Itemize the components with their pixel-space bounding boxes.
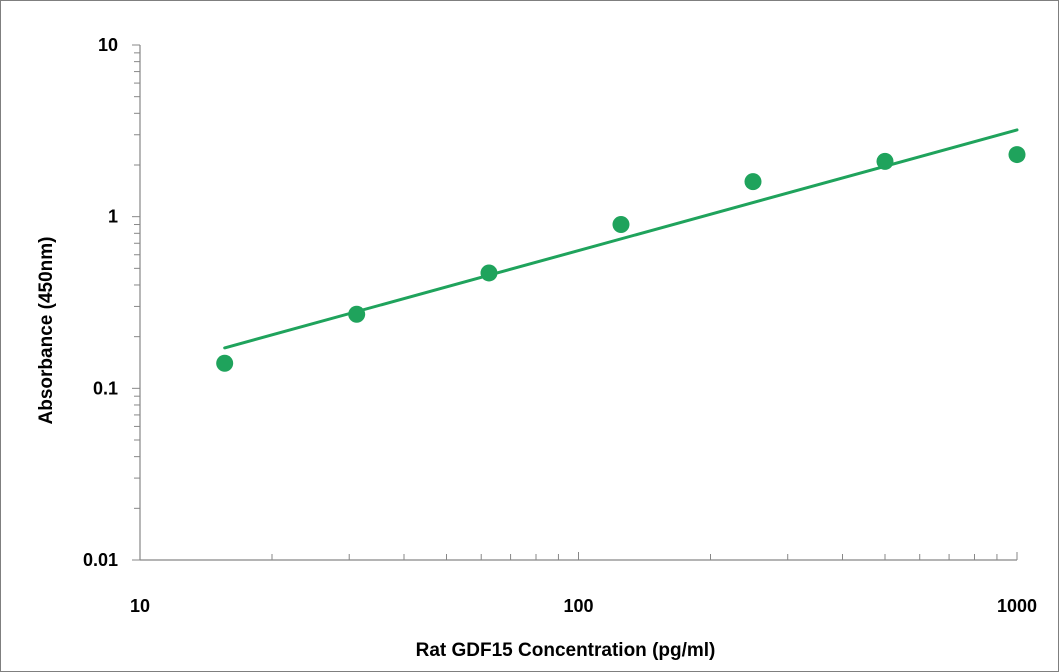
y-axis-minor-ticks	[132, 44, 140, 561]
data-points	[216, 146, 1026, 372]
data-point	[744, 173, 762, 191]
data-point	[348, 305, 366, 323]
x-axis-minor-ticks	[139, 552, 1018, 560]
y-tick-label: 0.01	[83, 550, 118, 570]
y-tick-label: 0.1	[93, 378, 118, 398]
y-axis-tick-labels: 10 1 0.1 0.01	[83, 35, 118, 570]
x-axis-tick-labels: 10 100 1000	[130, 596, 1037, 616]
y-tick-label: 1	[108, 207, 118, 227]
data-point	[612, 216, 630, 234]
data-point	[480, 264, 498, 282]
y-axis-title: Absorbance (450nm)	[36, 237, 57, 425]
data-point	[216, 354, 234, 372]
data-point	[1008, 146, 1026, 164]
x-tick-label: 1000	[997, 596, 1037, 616]
fit-line	[223, 128, 1019, 350]
x-tick-label: 100	[563, 596, 593, 616]
data-point	[876, 152, 894, 170]
x-tick-label: 10	[130, 596, 150, 616]
x-axis-title: Rat GDF15 Concentration (pg/ml)	[416, 640, 716, 661]
y-tick-label: 10	[98, 35, 118, 55]
